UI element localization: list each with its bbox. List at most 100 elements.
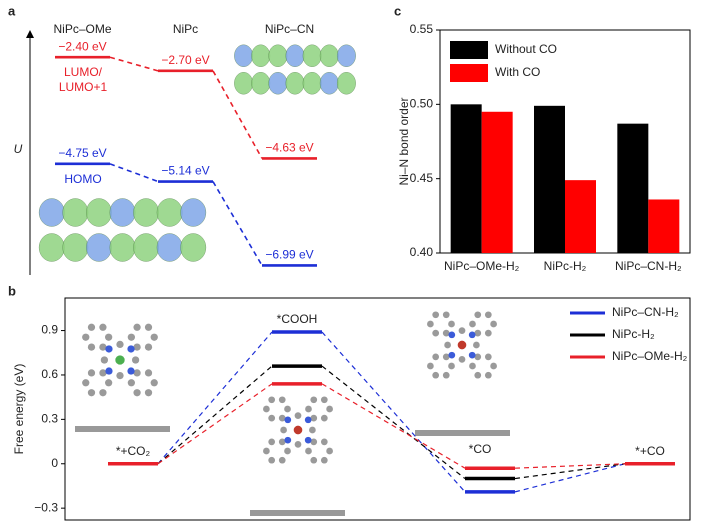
atom <box>99 369 107 377</box>
atom <box>484 371 492 379</box>
y-tick-label: 0 <box>51 456 58 470</box>
atom <box>268 396 276 404</box>
atom <box>133 323 141 331</box>
orbital-lobe <box>38 198 65 227</box>
bar <box>534 105 565 253</box>
category-label: NiPc–OMe <box>53 22 111 36</box>
atom <box>99 323 107 331</box>
atom <box>442 353 450 361</box>
bar <box>450 104 482 253</box>
state-label: *+CO₂ <box>116 444 151 458</box>
state-label: *COOH <box>277 312 318 326</box>
atom <box>474 311 482 319</box>
legend-swatch <box>450 41 488 59</box>
value-label: −2.70 eV <box>161 53 209 67</box>
legend-label: Without CO <box>495 42 557 56</box>
atom <box>444 341 451 349</box>
atom <box>469 320 476 328</box>
legend-swatch <box>450 64 488 82</box>
atom <box>432 371 440 379</box>
atom <box>490 320 497 328</box>
category-label: NiPc–CN <box>265 22 314 36</box>
atom <box>448 320 455 328</box>
orbital-lobe <box>133 198 159 227</box>
bar <box>617 123 649 253</box>
atom <box>304 436 312 444</box>
panel-label: a <box>8 3 16 18</box>
value-label: −4.75 eV <box>58 146 106 160</box>
plot-frame <box>64 297 691 521</box>
atom <box>127 367 135 375</box>
atom <box>268 456 276 464</box>
atom <box>131 356 140 364</box>
atom <box>263 447 270 455</box>
atom <box>469 362 476 370</box>
atom <box>432 311 440 319</box>
substrate <box>75 426 170 432</box>
atom <box>284 436 292 444</box>
orbital-lobe <box>234 44 254 67</box>
orbital-lobe <box>156 233 183 262</box>
atom <box>320 438 328 446</box>
orbital-lobe <box>156 198 183 227</box>
atom <box>105 345 113 353</box>
atom <box>484 353 492 361</box>
orbital-lobe <box>62 233 89 262</box>
atom <box>305 447 312 455</box>
value-label: −6.99 eV <box>265 248 313 262</box>
atom <box>442 311 450 319</box>
atom <box>442 371 450 379</box>
atom <box>294 441 302 448</box>
atom <box>87 389 96 397</box>
atom <box>278 456 286 464</box>
atom <box>326 405 333 413</box>
atom <box>458 327 466 334</box>
orbital-lobe <box>268 72 288 95</box>
state-label: *+CO <box>635 444 665 458</box>
category-label: NiPc <box>173 22 198 36</box>
y-axis-label: Free energy (eV) <box>12 364 26 455</box>
atom <box>133 343 141 351</box>
y-tick-label: 0.6 <box>41 367 58 381</box>
atom <box>278 396 286 404</box>
atom <box>100 356 109 364</box>
orbital-lobe <box>336 72 356 95</box>
connector <box>514 463 626 493</box>
y-tick-label: 0.45 <box>410 171 434 185</box>
panel-label: c <box>394 3 401 18</box>
atom <box>268 414 276 422</box>
orbital-lobe <box>319 44 339 67</box>
connector <box>514 463 626 480</box>
atom <box>305 405 312 413</box>
orbital-lobe <box>180 198 207 227</box>
legend-label: NiPc–CN-H₂ <box>612 305 679 319</box>
atom <box>127 333 135 341</box>
atom <box>150 333 158 341</box>
atom <box>144 369 153 377</box>
orbital-lobe <box>109 233 136 262</box>
orbital-lobe <box>86 198 112 227</box>
atom <box>442 329 450 337</box>
atom <box>448 362 455 370</box>
orbital-lobe <box>86 233 112 262</box>
y-tick-label: 0.55 <box>410 22 434 36</box>
connector <box>157 365 273 465</box>
orbital-lobe <box>38 233 65 262</box>
y-axis-label: Ni–N bond order <box>397 97 411 185</box>
atom <box>474 353 482 361</box>
orbital-lobe <box>109 198 136 227</box>
atom <box>448 351 456 359</box>
orbital-lobe <box>336 44 356 67</box>
atom <box>116 371 124 380</box>
orbital-lobe <box>251 72 271 95</box>
atom <box>278 414 286 422</box>
atom <box>115 355 125 365</box>
series-label: HOMO <box>64 171 102 186</box>
connector <box>321 383 466 469</box>
atom <box>87 343 96 351</box>
atom <box>82 333 90 341</box>
atom <box>133 369 141 377</box>
atom <box>293 425 303 435</box>
